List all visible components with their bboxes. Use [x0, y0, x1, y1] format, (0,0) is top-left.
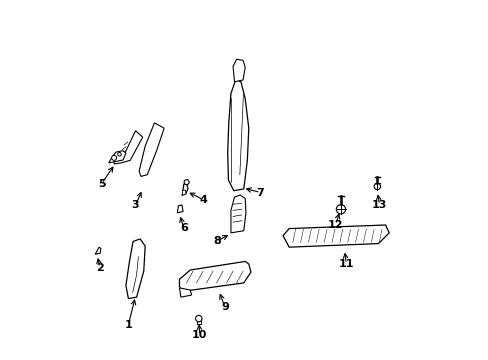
- Polygon shape: [179, 261, 250, 292]
- Circle shape: [195, 315, 202, 322]
- Text: 11: 11: [338, 259, 353, 269]
- Text: 5: 5: [98, 179, 105, 189]
- Text: 7: 7: [256, 188, 264, 198]
- Polygon shape: [177, 205, 183, 213]
- Polygon shape: [139, 123, 164, 176]
- Text: 9: 9: [221, 302, 228, 312]
- Text: 4: 4: [199, 195, 207, 204]
- Text: 10: 10: [192, 330, 207, 341]
- Text: 8: 8: [213, 236, 221, 246]
- Polygon shape: [196, 319, 201, 324]
- Polygon shape: [125, 239, 145, 298]
- Text: 3: 3: [131, 200, 139, 210]
- Text: 2: 2: [96, 262, 103, 273]
- Polygon shape: [108, 151, 125, 163]
- Circle shape: [111, 156, 116, 160]
- Polygon shape: [95, 247, 101, 254]
- Polygon shape: [182, 190, 185, 195]
- Polygon shape: [227, 79, 248, 191]
- Circle shape: [118, 153, 121, 156]
- Circle shape: [373, 183, 380, 190]
- Text: 13: 13: [371, 200, 386, 210]
- Text: 1: 1: [124, 320, 132, 330]
- Circle shape: [184, 180, 189, 185]
- Polygon shape: [283, 225, 388, 247]
- Circle shape: [336, 204, 345, 214]
- Polygon shape: [179, 288, 191, 297]
- Polygon shape: [230, 195, 245, 233]
- Polygon shape: [233, 59, 244, 82]
- Polygon shape: [114, 131, 142, 164]
- Text: 6: 6: [180, 223, 187, 233]
- Text: 12: 12: [327, 220, 343, 230]
